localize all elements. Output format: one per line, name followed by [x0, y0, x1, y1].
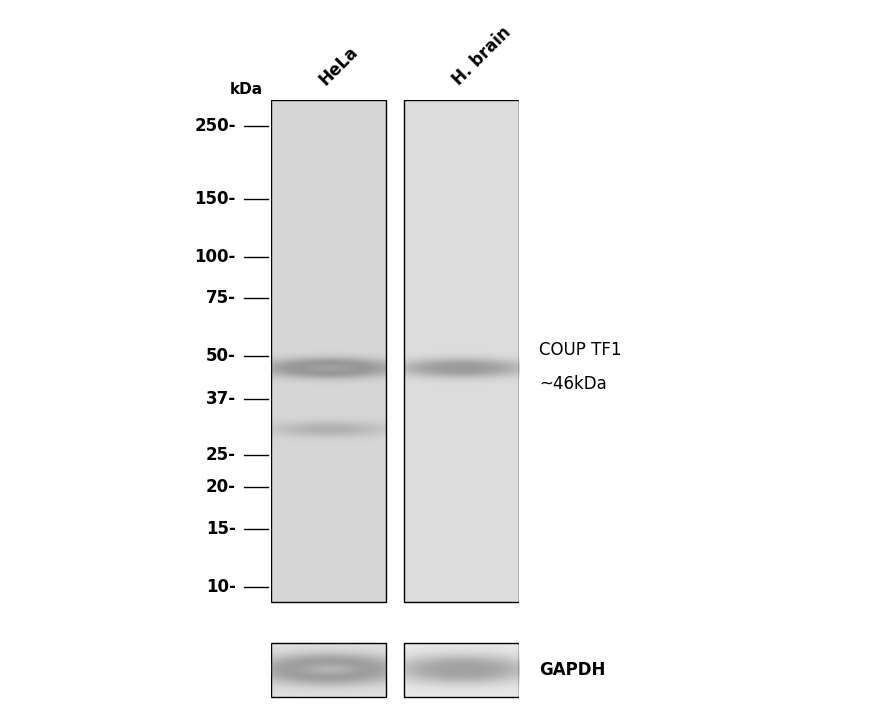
- Text: H. brain: H. brain: [449, 23, 514, 89]
- Text: 250-: 250-: [194, 117, 235, 134]
- Bar: [404, 643, 519, 697]
- Text: ~46kDa: ~46kDa: [539, 375, 607, 392]
- Text: 50-: 50-: [206, 347, 235, 365]
- Text: 100-: 100-: [194, 248, 235, 266]
- Bar: [404, 100, 519, 602]
- Text: 150-: 150-: [194, 190, 235, 208]
- Bar: [271, 643, 386, 697]
- Text: COUP TF1: COUP TF1: [539, 341, 622, 359]
- Bar: [271, 100, 386, 602]
- Text: 15-: 15-: [206, 520, 235, 538]
- Text: GAPDH: GAPDH: [539, 661, 606, 679]
- Text: 75-: 75-: [206, 289, 235, 307]
- Text: kDa: kDa: [230, 82, 263, 97]
- Text: 10-: 10-: [206, 577, 235, 596]
- Text: HeLa: HeLa: [316, 43, 361, 89]
- Text: 25-: 25-: [206, 447, 235, 464]
- Text: 37-: 37-: [205, 390, 235, 408]
- Text: 20-: 20-: [206, 479, 235, 496]
